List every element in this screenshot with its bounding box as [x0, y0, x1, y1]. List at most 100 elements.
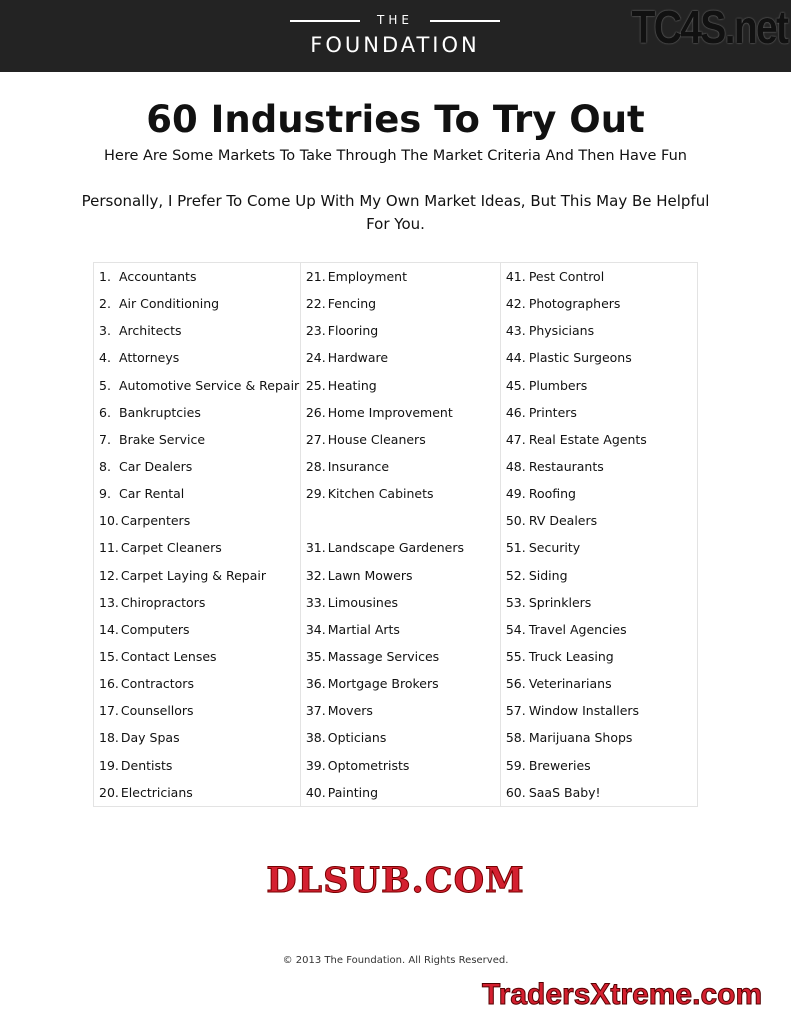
table-row: 12. Carpet Laying & Repair 32. Lawn Mowers 5… — [93, 561, 699, 589]
item-number: 23. — [305, 323, 326, 339]
industry-item: 54. Travel Agencies — [499, 615, 699, 643]
industry-item — [299, 507, 501, 535]
item-number: 45. — [505, 377, 526, 393]
table-row: 9. Car Rental 29. Kitchen Cabinets 49. Roofin… — [93, 480, 699, 508]
logo-foundation: FOUNDATION — [310, 33, 480, 57]
industry-item: 15. Contact Lenses — [93, 642, 301, 671]
header-bar: THE FOUNDATION TC4S.net — [0, 0, 791, 72]
watermark-tradersxtreme: TradersXtreme.com — [481, 978, 763, 1012]
item-label: Architects — [119, 323, 182, 339]
item-number: 46. — [505, 404, 526, 420]
industry-item: 51. Security — [499, 534, 699, 562]
industry-item: 43. Physicians — [499, 317, 699, 345]
industry-item: 29. Kitchen Cabinets — [299, 480, 501, 508]
item-label: Car Rental — [119, 486, 185, 502]
item-label: Window Installers — [528, 703, 640, 719]
industry-item: 28. Insurance — [299, 452, 501, 481]
table-row: 5. Automotive Service & Repair 25. Heating 4… — [93, 371, 699, 399]
industry-item: 23. Flooring — [299, 317, 501, 345]
item-label: Lawn Mowers — [327, 567, 413, 583]
industry-item: 6. Bankruptcies — [93, 398, 301, 426]
item-number: 60. — [505, 784, 526, 800]
item-number: 6. — [99, 404, 111, 420]
item-number: 26. — [305, 404, 326, 420]
item-label: Chiropractors — [120, 594, 206, 610]
item-number: 18. — [99, 730, 119, 746]
item-label: Printers — [528, 404, 577, 420]
item-label: Breweries — [528, 757, 591, 773]
item-label: Air Conditioning — [119, 296, 220, 312]
industry-item: 60. SaaS Baby! — [499, 778, 699, 807]
item-number: 41. — [505, 269, 526, 285]
industry-item: 1. Accountants — [93, 262, 301, 291]
item-number: 27. — [305, 431, 326, 447]
item-number: 1. — [99, 269, 111, 285]
item-number: 40. — [305, 784, 326, 800]
industry-item: 45. Plumbers — [499, 371, 699, 399]
item-number: 48. — [505, 459, 526, 475]
industry-item: 46. Printers — [499, 398, 699, 426]
item-label: Truck Leasing — [528, 649, 614, 665]
industry-item: 26. Home Improvement — [299, 398, 501, 426]
industry-item: 20. Electricians — [93, 778, 301, 807]
logo-line-right — [430, 20, 500, 22]
item-label: Pest Control — [528, 269, 605, 285]
item-label: Bankruptcies — [119, 404, 201, 420]
item-number: 43. — [505, 323, 526, 339]
item-label: Contact Lenses — [120, 649, 217, 665]
industry-item: 36. Mortgage Brokers — [299, 670, 501, 698]
item-label: Optometrists — [327, 757, 410, 773]
item-label: Plumbers — [528, 377, 588, 393]
item-label: Massage Services — [327, 649, 440, 665]
industry-item: 42. Photographers — [499, 290, 699, 318]
item-number: 47. — [505, 431, 526, 447]
industry-item: 59. Breweries — [499, 751, 699, 779]
item-number: 39. — [305, 757, 326, 773]
item-number: 14. — [99, 621, 119, 637]
table-row: 10. Carpenters 50. RV Dealers — [93, 507, 699, 535]
industry-item: 56. Veterinarians — [499, 670, 699, 698]
table-row: 1. Accountants 21. Employment 41. Pest Contro… — [93, 262, 699, 291]
item-label: Flooring — [327, 323, 379, 339]
item-number: 54. — [505, 621, 526, 637]
industry-item: 32. Lawn Mowers — [299, 561, 501, 589]
industry-item: 7. Brake Service — [93, 425, 301, 453]
table-row: 19. Dentists 39. Optometrists 59. Breweries — [93, 751, 699, 779]
item-label: Fencing — [327, 296, 377, 312]
item-label: Landscape Gardeners — [327, 540, 465, 556]
item-number: 13. — [99, 594, 119, 610]
industry-item: 52. Siding — [499, 561, 699, 589]
item-number: 29. — [305, 486, 326, 502]
industry-item: 35. Massage Services — [299, 642, 501, 671]
item-number: 56. — [505, 676, 526, 692]
industry-item: 5. Automotive Service & Repair — [93, 371, 301, 399]
industry-item: 21. Employment — [299, 262, 501, 291]
industry-item: 12. Carpet Laying & Repair — [93, 561, 301, 589]
item-label: Accountants — [119, 269, 197, 285]
industry-item: 17. Counsellors — [93, 697, 301, 725]
item-number: 57. — [505, 703, 526, 719]
item-label: Day Spas — [120, 730, 180, 746]
copyright-footer: © 2013 The Foundation. All Rights Reserv… — [282, 955, 509, 966]
item-label: Attorneys — [119, 350, 180, 366]
industry-item: 58. Marijuana Shops — [499, 724, 699, 752]
item-label: Real Estate Agents — [528, 431, 647, 447]
table-row: 20. Electricians 40. Painting 60. SaaS Baby! — [93, 778, 699, 807]
table-row: 2. Air Conditioning 22. Fencing 42. Photograp… — [93, 290, 699, 318]
item-label: Car Dealers — [119, 459, 193, 475]
item-number: 22. — [305, 296, 326, 312]
table-row: 7. Brake Service 27. House Cleaners 47. Real … — [93, 425, 699, 453]
industry-item: 47. Real Estate Agents — [499, 425, 699, 453]
item-label: Photographers — [528, 296, 621, 312]
item-number: 36. — [305, 676, 326, 692]
item-number: 3. — [99, 323, 111, 339]
item-number: 32. — [305, 567, 326, 583]
item-label: Heating — [327, 377, 377, 393]
subtitle: Here Are Some Markets To Take Through Th… — [104, 148, 687, 164]
page-title: 60 Industries To Try Out — [146, 98, 645, 141]
item-label: Restaurants — [528, 459, 604, 475]
item-number: 21. — [305, 269, 326, 285]
industry-item: 27. House Cleaners — [299, 425, 501, 453]
industry-item: 34. Martial Arts — [299, 615, 501, 643]
item-label: Limousines — [327, 594, 399, 610]
